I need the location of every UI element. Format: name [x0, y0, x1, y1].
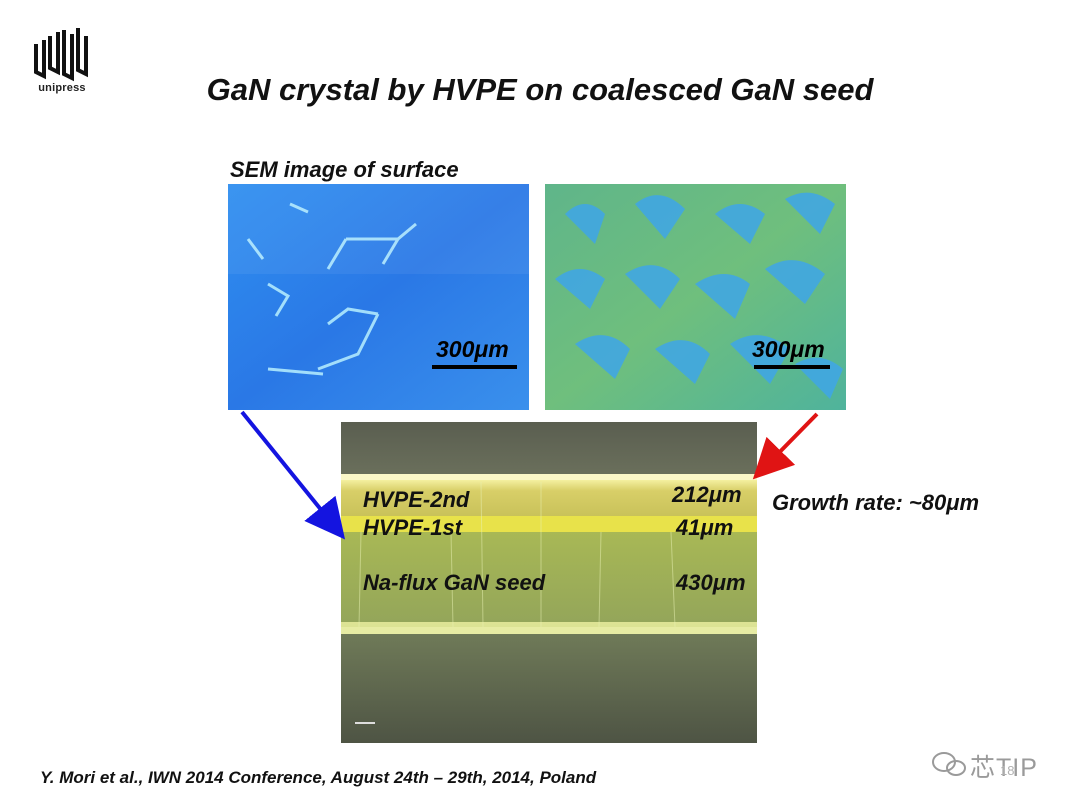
- surface-image-left: [228, 184, 529, 410]
- scale-bar-label-right: 300μm: [752, 336, 825, 362]
- page-number: 18: [1000, 763, 1015, 778]
- layer-thickness-na-flux-seed: 430μm: [676, 570, 746, 595]
- cross-section-image: [341, 422, 757, 743]
- scale-bar-label-left: 300μm: [436, 336, 509, 362]
- watermark-text: 芯TIP: [970, 754, 1038, 782]
- arrow-right-red: [752, 412, 819, 480]
- layer-thickness-hvpe-2nd: 212μm: [672, 482, 742, 507]
- growth-rate-label: Growth rate: ~80μm: [772, 490, 980, 515]
- slide-title: GaN crystal by HVPE on coalesced GaN see…: [206, 72, 874, 107]
- scale-bar-left: [432, 365, 517, 369]
- layer-label-hvpe-1st: HVPE-1st: [363, 515, 463, 540]
- layer-thickness-hvpe-1st: 41μm: [676, 515, 734, 540]
- scale-bar-right: [754, 365, 830, 369]
- layer-label-na-flux-seed: Na-flux GaN seed: [363, 570, 546, 595]
- arrow-left-blue: [240, 410, 346, 540]
- citation: Y. Mori et al., IWN 2014 Conference, Aug…: [40, 768, 597, 787]
- wechat-icon: [932, 752, 966, 776]
- surface-image-right: [545, 184, 846, 410]
- unipress-logo: [34, 28, 88, 82]
- logo-text: unipress: [38, 82, 86, 94]
- layer-label-hvpe-2nd: HVPE-2nd: [363, 487, 470, 512]
- sem-image-label: SEM image of surface: [230, 157, 459, 182]
